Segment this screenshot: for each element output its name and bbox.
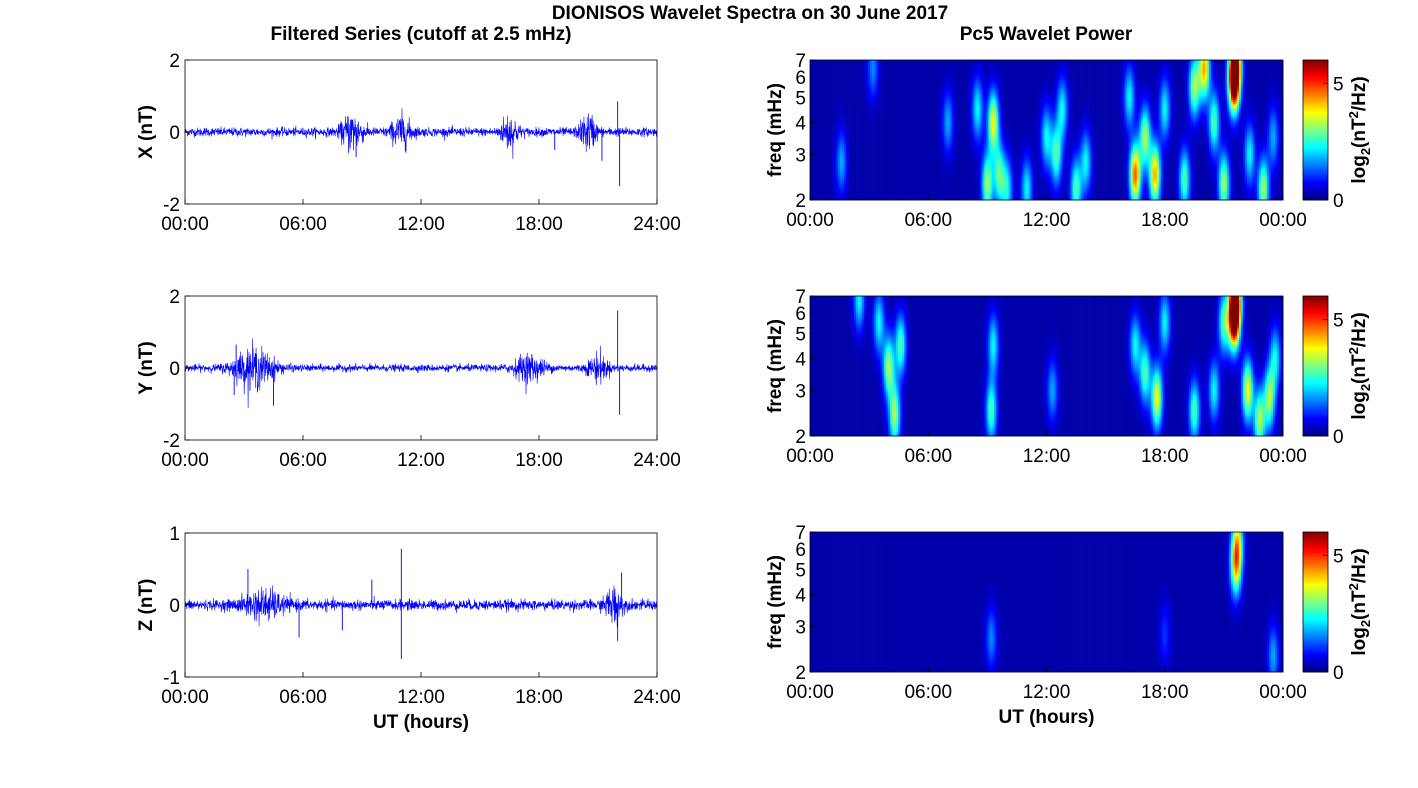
- y-tick-label: -2: [163, 431, 180, 452]
- x-tick-label: 06:00: [279, 687, 327, 708]
- y-tick-label: 4: [795, 350, 806, 371]
- x-tick-label: 00:00: [161, 214, 209, 235]
- x-tick-label: 06:00: [279, 450, 327, 471]
- y-tick-label: 3: [795, 146, 806, 167]
- x-tick-label: 00:00: [161, 450, 209, 471]
- x-tick-label: 06:00: [904, 210, 952, 231]
- x-tick-label: 18:00: [1141, 682, 1189, 703]
- y-tick-label: 5: [795, 325, 806, 346]
- figure-title: DIONISOS Wavelet Spectra on 30 June 2017: [552, 3, 948, 24]
- y-tick-label: 2: [795, 427, 806, 448]
- y-tick-label: 7: [795, 51, 806, 72]
- x-tick-label: 00:00: [161, 687, 209, 708]
- y-tick-label: 3: [795, 382, 806, 403]
- colorbar-label: log2(nT2/Hz): [1346, 312, 1373, 419]
- y-tick-label: 2: [795, 663, 806, 684]
- y-tick-label: 2: [795, 191, 806, 212]
- timeseries-panel-x: -2 0 2 00:00 06:00 12:00 18:00 24:00 X (nT): [136, 51, 681, 235]
- y-tick-label: 4: [795, 586, 806, 607]
- colorbar-tick-label: 5: [1333, 546, 1344, 567]
- y-axis-label: freq (mHz): [765, 83, 786, 177]
- x-tick-label: 12:00: [397, 214, 445, 235]
- x-tick-label: 00:00: [786, 682, 834, 703]
- x-tick-label: 18:00: [1141, 446, 1189, 467]
- y-tick-label: 5: [795, 89, 806, 110]
- x-tick-label: 12:00: [1023, 682, 1071, 703]
- x-tick-label: 06:00: [904, 682, 952, 703]
- x-tick-label: 06:00: [279, 214, 327, 235]
- x-tick-label: 12:00: [397, 450, 445, 471]
- left-column-title: Filtered Series (cutoff at 2.5 mHz): [271, 24, 572, 45]
- y-tick-label: -1: [163, 668, 180, 689]
- trace-line: [185, 338, 657, 408]
- x-tick-label: 00:00: [786, 446, 834, 467]
- x-axis-label: UT (hours): [998, 707, 1094, 728]
- colorbar-label: log2(nT2/Hz): [1346, 76, 1373, 183]
- y-tick-label: 4: [795, 114, 806, 135]
- y-axis-label: freq (mHz): [765, 555, 786, 649]
- y-tick-label: 7: [795, 287, 806, 308]
- x-tick-label: 00:00: [786, 210, 834, 231]
- timeseries-panel-z: -1 0 1 00:00 06:00 12:00 18:00 24:00 Z (nT) UT (h…: [136, 524, 681, 733]
- x-tick-label: 18:00: [1141, 210, 1189, 231]
- x-tick-label: 18:00: [515, 214, 563, 235]
- y-tick-label: 7: [795, 523, 806, 544]
- x-tick-label: 12:00: [397, 687, 445, 708]
- colorbar-label: log2(nT2/Hz): [1346, 548, 1373, 655]
- y-tick-label: 5: [795, 561, 806, 582]
- x-tick-label: 24:00: [633, 687, 681, 708]
- y-tick-label: 2: [169, 51, 180, 72]
- spectrogram-image: [810, 60, 1283, 200]
- y-tick-label: 1: [169, 524, 180, 545]
- y-tick-label: 0: [169, 359, 180, 380]
- spectrogram-image: [810, 532, 1283, 672]
- y-axis-label: Z (nT): [136, 579, 157, 632]
- y-axis-label: freq (mHz): [765, 319, 786, 413]
- x-tick-label: 24:00: [633, 214, 681, 235]
- y-tick-label: 0: [169, 123, 180, 144]
- y-tick-label: -2: [163, 195, 180, 216]
- y-tick-label: 0: [169, 596, 180, 617]
- y-axis-label: X (nT): [136, 105, 157, 159]
- x-tick-label: 24:00: [633, 450, 681, 471]
- colorbar-tick-label: 0: [1333, 663, 1344, 684]
- x-tick-label: 12:00: [1023, 446, 1071, 467]
- y-axis-label: Y (nT): [136, 341, 157, 394]
- x-tick-label: 12:00: [1023, 210, 1071, 231]
- colorbar-tick-label: 0: [1333, 191, 1344, 212]
- x-tick-label: 00:00: [1259, 682, 1307, 703]
- spectrogram-image: [810, 296, 1283, 436]
- y-tick-label: 3: [795, 618, 806, 639]
- colorbar-tick-label: 0: [1333, 427, 1344, 448]
- x-axis-label: UT (hours): [373, 712, 469, 733]
- x-tick-label: 06:00: [904, 446, 952, 467]
- colorbar-tick-label: 5: [1333, 74, 1344, 95]
- x-tick-label: 00:00: [1259, 446, 1307, 467]
- trace-line: [185, 585, 657, 627]
- colorbar-tick-label: 5: [1333, 310, 1344, 331]
- trace-line: [185, 108, 657, 158]
- x-tick-label: 18:00: [515, 450, 563, 471]
- timeseries-panel-y: -2 0 2 00:00 06:00 12:00 18:00 24:00 Y (nT): [136, 287, 681, 471]
- right-column-title: Pc5 Wavelet Power: [960, 24, 1133, 45]
- y-tick-label: 2: [169, 287, 180, 308]
- x-tick-label: 00:00: [1259, 210, 1307, 231]
- x-tick-label: 18:00: [515, 687, 563, 708]
